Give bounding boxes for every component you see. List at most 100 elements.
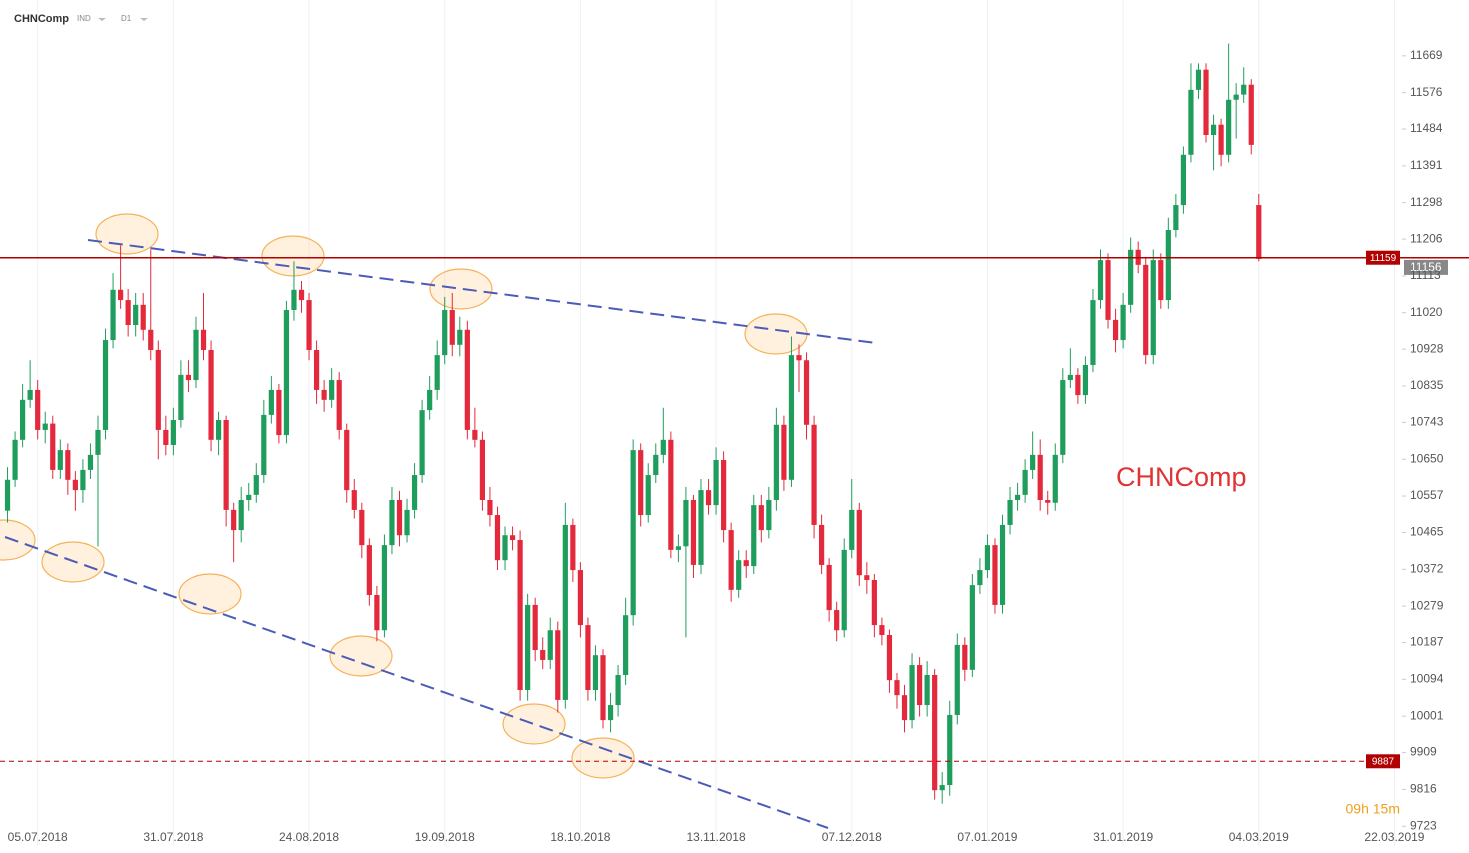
- candle-body: [856, 509, 862, 576]
- candle-body: [87, 454, 94, 470]
- candle-body: [1112, 319, 1119, 341]
- candle-body: [1210, 124, 1217, 135]
- candle-body: [389, 499, 395, 546]
- symbol-group[interactable]: IND: [77, 14, 91, 23]
- level-tag: [1366, 250, 1400, 265]
- y-tick-label: 11298: [1410, 195, 1443, 209]
- candle-body: [291, 289, 297, 310]
- candle-body: [442, 309, 448, 356]
- y-tick-label: 9723: [1410, 818, 1437, 832]
- candle-body: [736, 560, 742, 590]
- candle-body: [698, 490, 704, 565]
- highlight-ellipse: [178, 573, 242, 615]
- candle-body: [916, 665, 923, 706]
- chart-annotation: CHNComp: [1116, 462, 1247, 492]
- candle-body: [12, 439, 18, 480]
- last-price-tag: [1404, 259, 1448, 275]
- y-tick-label: 9816: [1410, 782, 1437, 796]
- candle-body: [1105, 260, 1111, 320]
- dropdown-arrow[interactable]: [98, 18, 106, 21]
- y-tick-label: 10372: [1410, 561, 1444, 575]
- candle-body: [321, 389, 327, 400]
- annotations: [0, 213, 877, 829]
- candle-body: [344, 429, 350, 491]
- y-tick-label: 10187: [1410, 635, 1444, 649]
- candle-body: [969, 585, 975, 670]
- candle-body: [540, 650, 546, 660]
- grid-layer: [37, 0, 1395, 846]
- candle-body: [155, 349, 161, 430]
- candle-body: [638, 450, 644, 516]
- level-label: 11159: [1370, 253, 1397, 264]
- candle-body: [600, 655, 606, 721]
- x-tick-label: 07.01.2019: [957, 830, 1017, 844]
- candle-body: [683, 499, 689, 547]
- highlight-ellipse: [0, 519, 36, 561]
- candle-body: [1022, 469, 1028, 495]
- candle-body: [65, 450, 71, 480]
- candle-body: [939, 785, 945, 791]
- candle-body: [924, 674, 930, 706]
- y-tick-label: 10835: [1410, 378, 1444, 392]
- last-price-label: 11156: [1410, 260, 1442, 274]
- candle-body: [502, 535, 508, 561]
- candle-body: [871, 579, 877, 626]
- candle-body: [313, 349, 320, 390]
- highlight-ellipse: [571, 737, 635, 779]
- candle-body: [1052, 454, 1058, 503]
- candle-body: [1128, 249, 1134, 305]
- candle-body: [1120, 304, 1126, 341]
- candle-body: [4, 479, 11, 511]
- y-tick-label: 10465: [1410, 525, 1444, 539]
- highlight-ellipse: [329, 635, 393, 677]
- candle-body: [1150, 260, 1156, 356]
- candle-body: [1248, 84, 1254, 145]
- candle-body: [728, 530, 734, 590]
- dropdown-arrow[interactable]: [140, 18, 148, 21]
- candle-body: [879, 625, 885, 635]
- candle-body: [977, 570, 983, 586]
- candle-body: [419, 410, 425, 476]
- x-tick-label: 04.03.2019: [1229, 830, 1289, 844]
- candle-body: [95, 429, 101, 455]
- candle-body: [1037, 454, 1043, 500]
- candle-body: [751, 505, 757, 567]
- candle-body: [487, 499, 493, 516]
- candle-body: [615, 674, 621, 706]
- candle-body: [20, 399, 26, 440]
- candle-body: [102, 340, 109, 430]
- candle-body: [653, 454, 659, 476]
- candle-body: [668, 439, 674, 550]
- y-tick-label: 10279: [1410, 598, 1444, 612]
- candle-body: [773, 424, 779, 500]
- candle-body: [404, 509, 410, 536]
- candle-body: [215, 420, 222, 440]
- highlight-ellipse: [502, 703, 566, 745]
- candle-body: [577, 570, 583, 626]
- y-tick-label: 9909: [1410, 745, 1437, 759]
- candle-body: [1014, 494, 1021, 500]
- candle-body: [434, 355, 440, 390]
- candle-body: [80, 469, 86, 491]
- candle-body: [359, 509, 365, 546]
- candle-body: [148, 329, 154, 350]
- candle-body: [42, 423, 48, 430]
- candle-body: [1082, 365, 1089, 396]
- x-tick-label: 22.03.2019: [1364, 830, 1424, 844]
- candle-body: [849, 509, 855, 550]
- x-tick-label: 18.10.2018: [550, 830, 610, 844]
- candle-body: [374, 595, 380, 631]
- timeframe[interactable]: D1: [121, 14, 132, 23]
- y-tick-label: 11391: [1410, 158, 1443, 172]
- candle-body: [35, 389, 41, 430]
- candle-body: [163, 429, 169, 445]
- candle-body: [246, 494, 252, 500]
- candle-body: [464, 329, 470, 430]
- candle-body: [185, 374, 192, 381]
- candle-body: [1007, 499, 1013, 525]
- candle-body: [781, 424, 787, 480]
- candle-body: [261, 414, 267, 476]
- candle-body: [886, 634, 893, 681]
- candle-body: [1218, 124, 1224, 155]
